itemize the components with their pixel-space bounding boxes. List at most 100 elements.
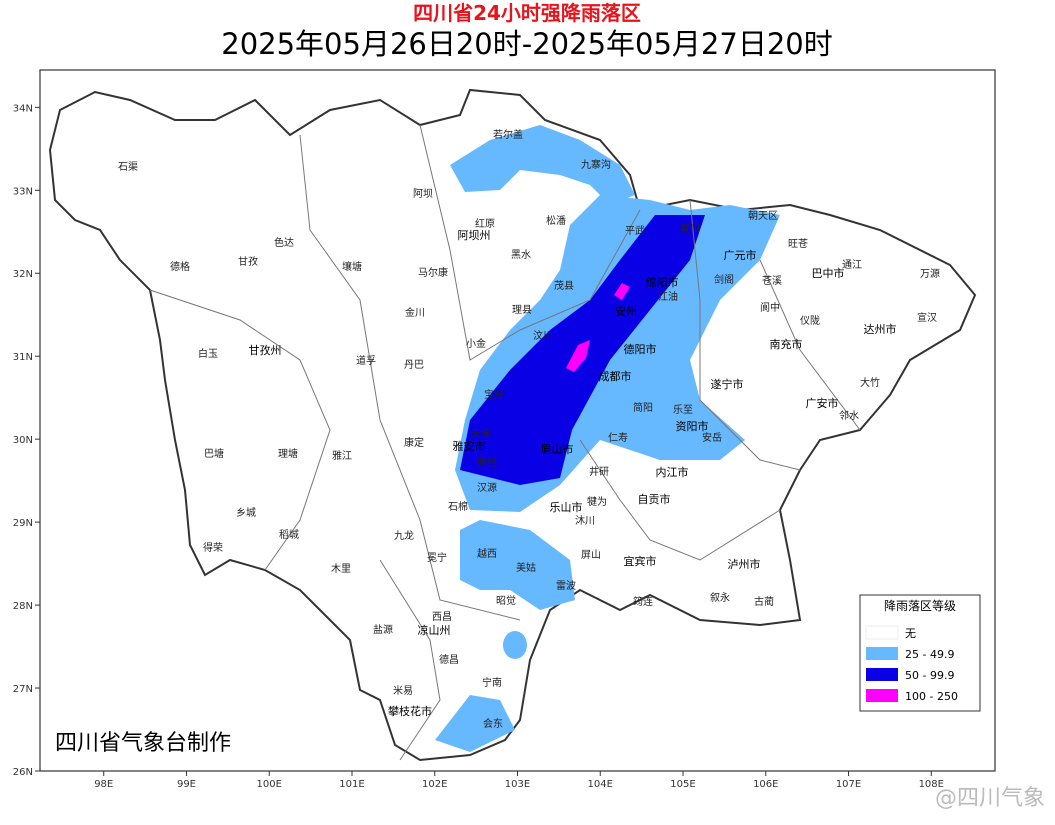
place-label: 广安市 (806, 396, 839, 410)
county-boundaries (149, 124, 861, 761)
place-label: 雅安市 (453, 439, 486, 453)
watermark: @四川气象 (935, 786, 1045, 811)
legend: 降雨落区等级 无 25 - 49.9 50 - 99.9 100 - 250 (859, 594, 981, 712)
place-label: 阆中 (760, 301, 780, 314)
place-label: 沐川 (575, 514, 595, 527)
boundary-line (149, 289, 331, 571)
place-label: 青川 (680, 222, 700, 235)
place-label: 简阳 (633, 401, 653, 414)
place-label: 安州 (615, 304, 637, 318)
y-tick-label: 27N (13, 684, 33, 695)
y-tick-label: 28N (13, 601, 33, 612)
place-label: 筠连 (633, 595, 653, 608)
place-label: 宁南 (482, 676, 502, 689)
rain-area-light (435, 695, 515, 752)
place-label: 理县 (512, 304, 532, 316)
place-label: 石渠 (118, 161, 138, 173)
x-tick-label: 104E (588, 779, 613, 790)
boundary-line (579, 439, 781, 561)
place-label: 美姑 (516, 561, 536, 574)
place-label: 巴中市 (812, 266, 845, 280)
legend-swatch (866, 647, 898, 660)
legend-title: 降雨落区等级 (884, 599, 956, 613)
place-label: 安岳 (702, 431, 722, 444)
legend-label: 100 - 250 (905, 690, 958, 703)
place-label: 通江 (842, 259, 862, 271)
place-label: 达州市 (864, 322, 897, 336)
place-label: 宜宾市 (624, 554, 657, 568)
place-label: 九龙 (394, 529, 414, 542)
place-label: 眉山市 (541, 442, 574, 456)
x-tick-label: 99E (177, 779, 196, 790)
place-label: 盐源 (373, 623, 393, 636)
place-label: 丹巴 (404, 359, 424, 371)
legend-swatch (866, 689, 898, 702)
place-label: 绵阳市 (646, 275, 679, 289)
place-label: 资阳市 (676, 419, 709, 433)
boundary-line (299, 134, 521, 621)
place-label: 天全 (471, 427, 491, 440)
x-tick-label: 108E (919, 779, 944, 790)
place-label: 屏山 (581, 549, 601, 561)
x-tick-label: 101E (339, 779, 364, 790)
place-label: 汶川 (533, 329, 553, 342)
place-label: 遂宁市 (711, 377, 744, 391)
place-label: 阿坝 (413, 188, 433, 200)
place-label: 平武 (625, 224, 645, 237)
place-label: 德阳市 (624, 342, 657, 356)
place-label: 阿坝州 (458, 228, 491, 242)
place-label: 凉山州 (418, 623, 451, 637)
place-label: 江油 (658, 290, 678, 303)
rain-area-light (450, 125, 635, 205)
place-label: 乡城 (236, 507, 256, 519)
place-label: 汉源 (477, 481, 497, 494)
x-tick-label: 105E (670, 779, 695, 790)
place-label: 茂县 (554, 279, 574, 292)
place-label: 成都市 (599, 369, 632, 383)
legend-swatch (866, 668, 898, 681)
rain-area-light (460, 520, 575, 610)
x-tick-label: 106E (753, 779, 778, 790)
place-label: 泸州市 (728, 557, 761, 571)
place-label: 德格 (170, 260, 190, 273)
place-label: 大竹 (860, 376, 880, 389)
rain-area-extreme (614, 283, 630, 300)
place-label: 九寨沟 (581, 158, 611, 171)
place-label: 乐至 (673, 404, 693, 416)
x-tick-label: 98E (94, 779, 113, 790)
boundary-line (379, 559, 441, 761)
place-label: 内江市 (656, 465, 689, 479)
place-label: 理塘 (278, 447, 298, 460)
boundary-line (759, 259, 861, 431)
place-label: 苍溪 (762, 274, 782, 287)
place-label: 宝兴 (484, 388, 504, 401)
title: 四川省24小时强降雨落区 (413, 1, 641, 25)
place-label: 会东 (483, 717, 503, 730)
place-label: 金川 (405, 306, 425, 319)
rain-area-extreme (566, 340, 590, 372)
place-label: 色达 (274, 236, 294, 249)
x-tick-label: 102E (422, 779, 447, 790)
place-label: 得荣 (203, 542, 223, 554)
legend-swatch (865, 625, 899, 640)
place-label: 叙永 (710, 591, 730, 604)
place-label: 南充市 (770, 337, 803, 351)
place-label: 白玉 (198, 347, 218, 360)
legend-label: 50 - 99.9 (905, 669, 954, 682)
place-label: 雷波 (556, 579, 576, 592)
place-label: 壤塘 (342, 260, 362, 273)
place-label: 越西 (477, 547, 497, 560)
x-tick-label: 103E (505, 779, 530, 790)
place-label: 井研 (589, 465, 609, 478)
rain-areas (435, 125, 780, 752)
place-label: 剑阁 (714, 273, 734, 286)
place-label: 西昌 (432, 611, 452, 623)
y-tick-label: 34N (13, 103, 33, 114)
place-label: 古蔺 (754, 595, 774, 608)
place-label: 小金 (466, 337, 486, 350)
place-label: 巴塘 (204, 447, 224, 460)
place-label: 稻城 (279, 529, 299, 541)
